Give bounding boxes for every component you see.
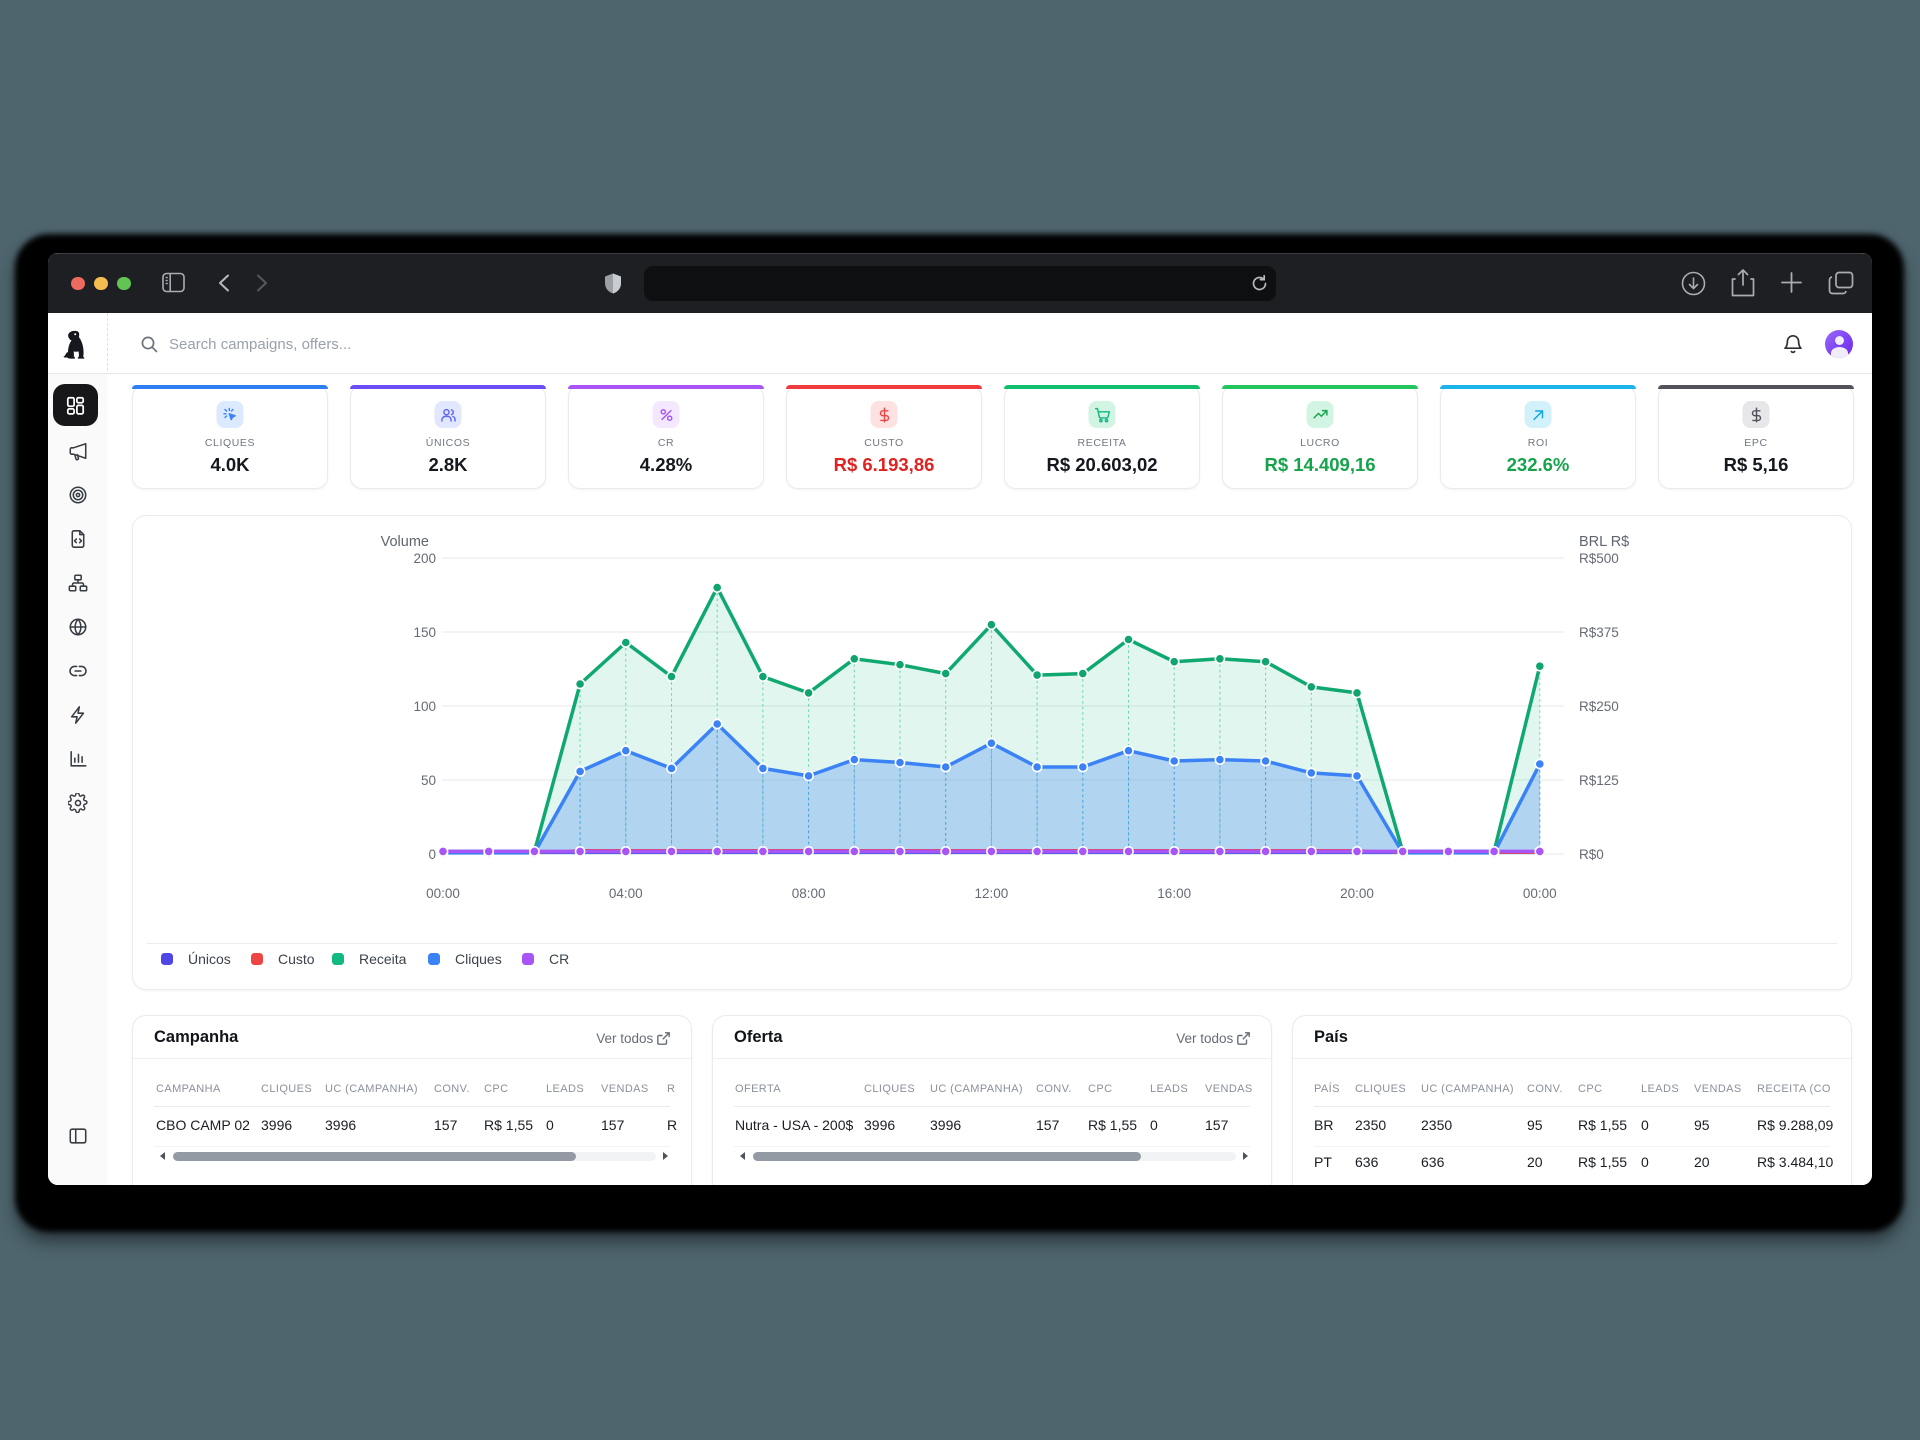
svg-text:50: 50 [421, 773, 436, 788]
svg-text:0: 0 [428, 847, 436, 862]
svg-text:R$375: R$375 [1579, 625, 1619, 640]
svg-text:08:00: 08:00 [792, 886, 826, 901]
svg-text:16:00: 16:00 [1157, 886, 1191, 901]
svg-text:R$500: R$500 [1579, 551, 1619, 566]
svg-text:04:00: 04:00 [609, 886, 643, 901]
svg-text:R$250: R$250 [1579, 699, 1619, 714]
svg-text:200: 200 [413, 551, 436, 566]
svg-text:100: 100 [413, 699, 436, 714]
svg-text:R$125: R$125 [1579, 773, 1619, 788]
svg-text:150: 150 [413, 625, 436, 640]
svg-text:R$0: R$0 [1579, 847, 1604, 862]
svg-text:00:00: 00:00 [426, 886, 460, 901]
svg-text:00:00: 00:00 [1523, 886, 1557, 901]
svg-text:20:00: 20:00 [1340, 886, 1374, 901]
svg-text:BRL R$: BRL R$ [1579, 534, 1629, 550]
svg-text:12:00: 12:00 [975, 886, 1009, 901]
svg-text:Volume: Volume [381, 534, 429, 550]
